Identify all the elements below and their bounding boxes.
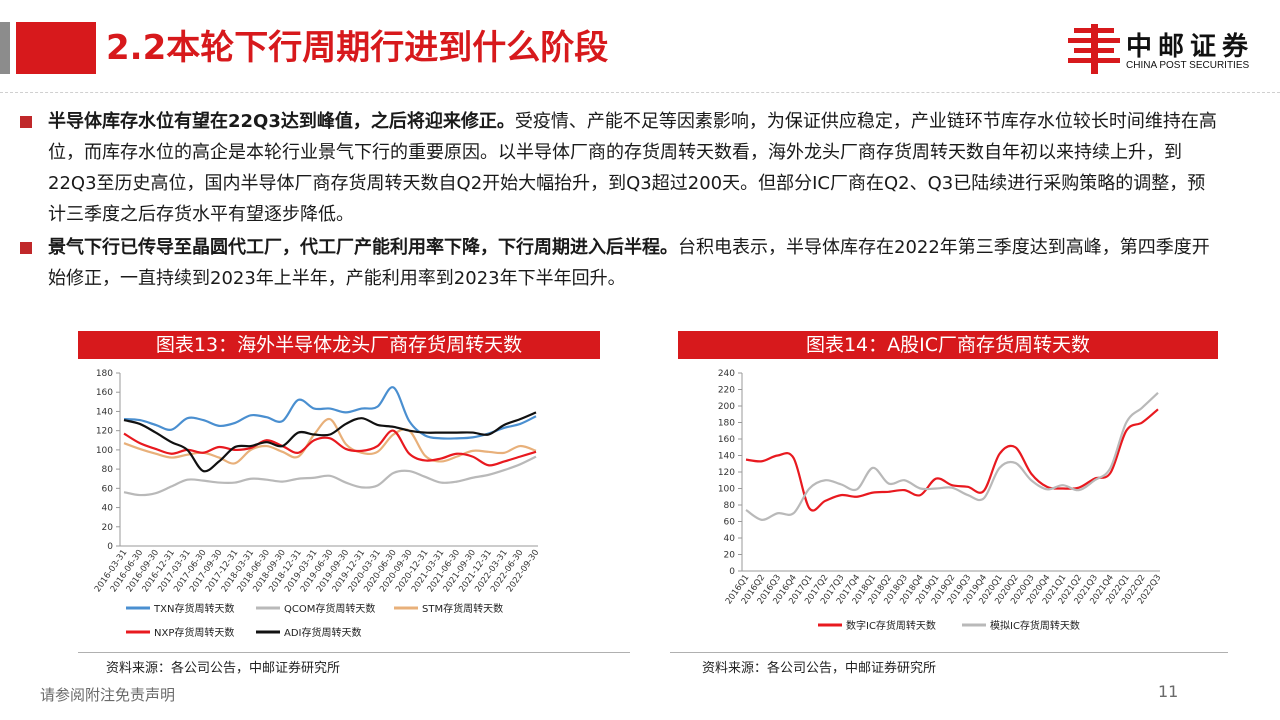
chart1-series-line-4: [123, 429, 537, 467]
chart2-y-tick-label: 0: [729, 567, 735, 577]
chart2-legend-label: 数字IC存货周转天数: [846, 619, 936, 632]
page-title: 2.2本轮下行周期行进到什么阶段: [106, 28, 609, 68]
chart1-series-line-1: [123, 386, 537, 440]
bullet-headline: 半导体库存水位有望在22Q3达到峰值，之后将迎来修正。: [48, 111, 515, 132]
bullet-list: 半导体库存水位有望在22Q3达到峰值，之后将迎来修正。受疫情、产能不足等因素影响…: [18, 106, 1218, 296]
title-accent-gray: [0, 22, 10, 74]
company-logo: 中邮证券 CHINA POST SECURITIES: [1068, 24, 1268, 76]
logo-chinese-name: 中邮证券: [1126, 32, 1255, 62]
chart1-legend-label: TXN存货周转天数: [153, 602, 234, 615]
chart1-y-tick-label: 120: [96, 427, 113, 437]
chart1-series-line-5: [123, 411, 537, 473]
chart1-source: 资料来源：各公司公告，中邮证券研究所: [106, 661, 341, 676]
chart1-y-tick-label: 180: [96, 369, 113, 379]
bullet-square-icon: [20, 242, 32, 254]
chart2-y-tick-label: 120: [718, 468, 735, 478]
chart1-y-tick-label: 100: [96, 446, 113, 456]
chart1-y-tick-label: 80: [102, 465, 114, 475]
page-number: 11: [1158, 682, 1179, 701]
title-accent-red: [16, 22, 96, 74]
chart2-y-tick-label: 40: [724, 534, 736, 544]
chart2-source-divider: [670, 652, 1228, 653]
chart2-title: 图表14：A股IC厂商存货周转天数: [678, 331, 1218, 359]
chart2-source: 资料来源：各公司公告，中邮证券研究所: [702, 661, 937, 676]
chart1-y-tick-label: 60: [102, 484, 114, 494]
chart1-y-tick-label: 140: [96, 407, 113, 417]
chart1-legend-label: STM存货周转天数: [422, 602, 503, 615]
chart2-y-tick-label: 20: [724, 551, 736, 561]
chart1-series-line-3: [123, 417, 537, 465]
chart2-y-tick-label: 100: [718, 485, 735, 495]
chart1-title: 图表13：海外半导体龙头厂商存货周转天数: [78, 331, 600, 359]
chart2-y-tick-label: 180: [718, 419, 735, 429]
chart2-y-tick-label: 200: [718, 402, 735, 412]
bullet-body: 受疫情、产能不足等因素影响，为保证供应稳定，产业链环节库存水位较长时间维持在高位…: [48, 111, 1217, 225]
header-divider: [0, 92, 1280, 94]
chart1-series-line-2: [123, 455, 537, 497]
bullet-item: 半导体库存水位有望在22Q3达到峰值，之后将迎来修正。受疫情、产能不足等因素影响…: [18, 106, 1218, 230]
chart2-y-tick-label: 240: [718, 369, 735, 379]
bullet-body: 台积电表示，半导体库存在2022年第三季度达到高峰，第四季度开始修正，一直持续到…: [48, 237, 1210, 289]
chart2-y-tick-label: 60: [724, 518, 736, 528]
chart1-overseas-inventory-days: 0204060801001201401601802016-03-312016-0…: [93, 369, 542, 639]
chart1-y-tick-label: 0: [107, 542, 113, 552]
chart2-y-tick-label: 160: [718, 435, 735, 445]
bullet-square-icon: [20, 116, 32, 128]
chart2-legend-label: 模拟IC存货周转天数: [990, 619, 1080, 632]
chart1-legend-label: ADI存货周转天数: [284, 626, 362, 639]
bullet-item: 景气下行已传导至晶圆代工厂，代工厂产能利用率下降，下行周期进入后半程。台积电表示…: [18, 232, 1218, 294]
chart1-y-tick-label: 20: [102, 523, 114, 533]
china-post-logo-icon: [1068, 24, 1120, 74]
bullet-headline: 景气下行已传导至晶圆代工厂，代工厂产能利用率下降，下行周期进入后半程。: [48, 237, 678, 258]
chart2-ashare-ic-inventory-days: 0204060801001201401601802002202402016Q12…: [718, 369, 1164, 632]
chart2-series-line-1: [745, 408, 1159, 512]
chart1-source-divider: [78, 652, 630, 653]
chart1-y-tick-label: 160: [96, 388, 113, 398]
chart2-y-tick-label: 140: [718, 452, 735, 462]
footer-disclaimer: 请参阅附注免责声明: [40, 686, 176, 704]
chart2-y-tick-label: 80: [724, 501, 736, 511]
chart1-legend-label: QCOM存货周转天数: [284, 602, 375, 615]
chart1-y-tick-label: 40: [102, 504, 114, 514]
logo-english-name: CHINA POST SECURITIES: [1126, 60, 1250, 71]
chart1-legend-label: NXP存货周转天数: [154, 626, 234, 639]
chart2-series-line-2: [745, 391, 1159, 521]
chart2-y-tick-label: 220: [718, 386, 735, 396]
